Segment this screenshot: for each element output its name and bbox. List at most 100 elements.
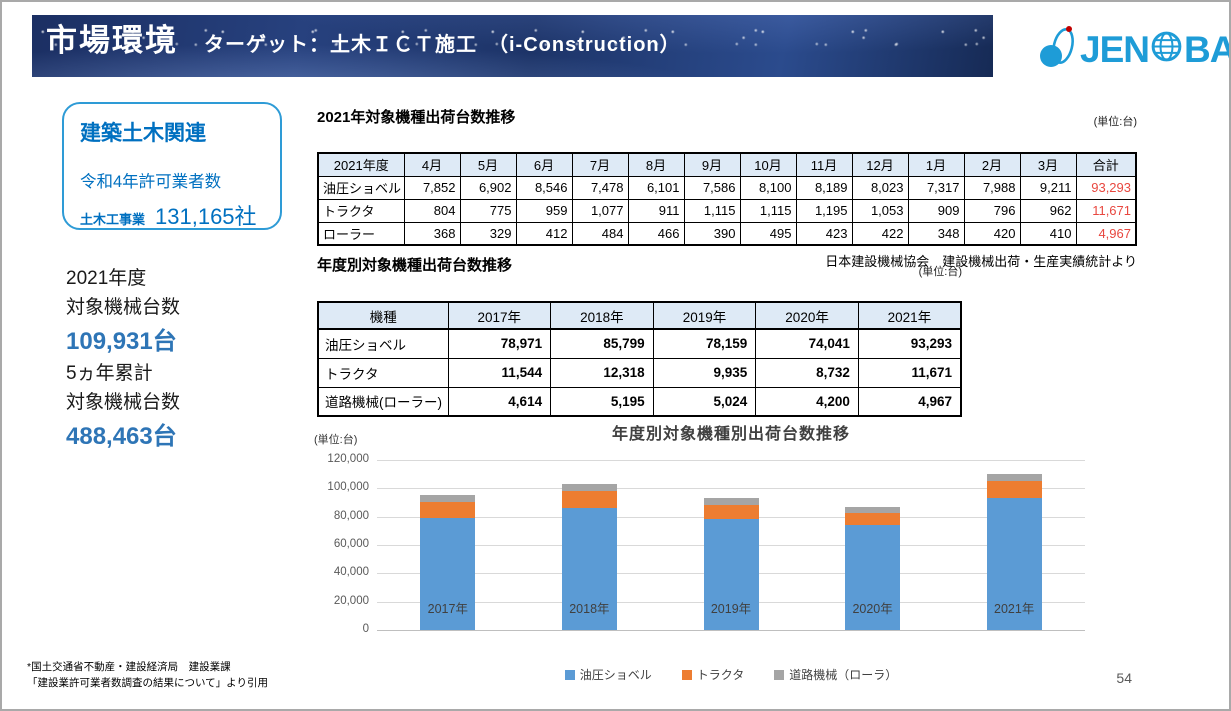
y-tick-label: 120,000 — [327, 453, 369, 465]
chart-plot: 0 20,000 40,000 60,000 80,000 100,000 120,000 — [327, 453, 1085, 635]
yearly-col-header: 機種 — [317, 301, 449, 330]
cell-value: 12,318 — [550, 357, 654, 388]
cell-value: 804 — [403, 198, 461, 223]
monthly-table-body: 油圧ショベル 7,852 6,902 8,546 7,478 6,101 7,586 8,10… — [317, 175, 1137, 246]
legend-swatch-icon — [681, 669, 692, 680]
stat-line2: 対象機械台数 — [66, 296, 181, 318]
row-label: トラクタ — [317, 198, 405, 223]
legend-item: トラクタ — [681, 666, 744, 683]
monthly-table-head: 2021年度 4月 5月 6月 7月 8月 9月 10月 11月 12月 1月 2月 3月 合計 — [317, 152, 1137, 177]
page-subtitle: ターゲット：土木ＩＣＴ施工 （i-Construction） — [204, 34, 681, 56]
table-row: トラクタ 804 775 959 1,077 911 1,115 1,115 1,195 1,05… — [317, 198, 1137, 223]
y-tick-label: 40,000 — [333, 566, 369, 579]
x-tick-label: 2019年 — [710, 602, 752, 616]
footnote-line1: *国土交通省不動産・建設経済局 建設業課 — [27, 661, 231, 673]
monthly-col-header: 2021年度 — [317, 152, 405, 177]
yearly-col-header: 2019年 — [652, 301, 757, 330]
table-row: 油圧ショベル 78,971 85,799 78,159 74,041 93,293 — [317, 328, 962, 359]
legend-label: 道路機械（ローラ） — [789, 668, 898, 682]
x-tick-label: 2017年 — [427, 602, 468, 616]
monthly-col-header: 4月 — [403, 152, 461, 177]
cell-value: 93,293 — [857, 328, 962, 359]
cell-value: 1,195 — [795, 198, 853, 223]
stat-line1: 2021年度 — [66, 268, 147, 289]
jenoba-logo: JEN BA — [1038, 24, 1231, 75]
stat-value: 109,931台 — [66, 328, 177, 355]
monthly-col-header: 5月 — [459, 152, 517, 177]
cell-value: 390 — [683, 221, 741, 246]
cell-value: 11,544 — [447, 357, 552, 388]
monthly-table: 2021年度 4月 5月 6月 7月 8月 9月 10月 11月 12月 1月 2月 3月 合計 油圧ショ… — [317, 152, 1137, 246]
table-row: 道路機械(ローラー) 4,614 5,195 5,024 4,200 4,967 — [317, 386, 962, 417]
globe-icon — [1150, 30, 1183, 72]
permit-box-line: 令和4年許可業者数 — [80, 173, 222, 191]
stat-line2: 対象機械台数 — [66, 391, 181, 413]
monthly-col-header: 合計 — [1075, 152, 1137, 177]
cell-value: 420 — [963, 221, 1021, 246]
cell-value: 74,041 — [755, 328, 859, 359]
cell-value: 11,671 — [857, 357, 962, 388]
cell-value: 6,902 — [459, 175, 517, 200]
cell-value: 410 — [1019, 221, 1077, 246]
chart-title: 年度別対象機種別出荷台数推移 — [611, 426, 850, 443]
x-tick-label: 2020年 — [852, 602, 893, 616]
y-tick-label: 0 — [362, 623, 369, 635]
cell-value: 329 — [459, 221, 517, 246]
yearly-table-title: 年度別対象機種出荷台数推移 — [317, 257, 513, 274]
cell-value: 8,189 — [795, 175, 853, 200]
cell-value: 1,077 — [571, 198, 629, 223]
yearly-table-unit: (単位:台) — [918, 266, 962, 278]
cell-value: 78,159 — [652, 328, 757, 359]
stat-line1: 5ヵ年累計 — [66, 363, 153, 384]
gridline — [377, 630, 1085, 631]
chart-unit-label: (単位:台) — [314, 434, 358, 446]
x-tick-label: 2021年 — [994, 602, 1035, 616]
page-number: 54 — [1116, 670, 1132, 686]
cell-value: 911 — [627, 198, 685, 223]
logo-text-left: JEN — [1080, 28, 1150, 70]
cell-value: 4,614 — [447, 386, 552, 417]
monthly-col-header: 9月 — [683, 152, 741, 177]
cell-value: 368 — [403, 221, 461, 246]
cell-value: 9,211 — [1019, 175, 1077, 200]
cell-value: 7,478 — [571, 175, 629, 200]
footnote: *国土交通省不動産・建設経済局 建設業課 「建設業許可業者数調査の結果について」… — [27, 659, 268, 692]
monthly-col-header: 3月 — [1019, 152, 1077, 177]
stat-value: 488,463台 — [66, 423, 177, 450]
cell-value: 9,935 — [652, 357, 757, 388]
cell-value: 7,988 — [963, 175, 1021, 200]
monthly-col-header: 11月 — [795, 152, 853, 177]
monthly-table-title: 2021年対象機種出荷台数推移 — [317, 109, 516, 126]
cell-value: 8,023 — [851, 175, 909, 200]
page-title: 市場環境 — [46, 23, 178, 58]
cell-total: 4,967 — [1075, 221, 1137, 246]
cell-value: 6,101 — [627, 175, 685, 200]
stat-5year: 5ヵ年累計 対象機械台数 488,463台 — [66, 360, 180, 455]
cell-value: 909 — [907, 198, 965, 223]
table-row: トラクタ 11,544 12,318 9,935 8,732 11,671 — [317, 357, 962, 388]
gridline — [377, 488, 1085, 490]
stat-2021: 2021年度 対象機械台数 109,931台 — [66, 265, 180, 360]
cell-value: 8,546 — [515, 175, 573, 200]
monthly-table-section: 2021年対象機種出荷台数推移 (単位:台) 2021年度 4月 5月 6月 7月 8月 9… — [317, 106, 1137, 270]
permit-box-label: 土木工事業 — [80, 212, 146, 227]
cell-value: 7,317 — [907, 175, 965, 200]
permit-box-title: 建築土木関連 — [80, 122, 206, 145]
yearly-table-head: 機種 2017年 2018年 2019年 2020年 2021年 — [317, 301, 962, 330]
bar-segment-4 — [986, 474, 1042, 482]
x-tick-label: 2018年 — [569, 602, 610, 616]
chart-section: 年度別対象機種別出荷台数推移 (単位:台) 0 20,000 40,000 60,00… — [314, 420, 1142, 692]
cell-value: 85,799 — [550, 328, 654, 359]
cell-value: 796 — [963, 198, 1021, 223]
cell-value: 466 — [627, 221, 685, 246]
cell-value: 495 — [739, 221, 797, 246]
bar-segment-4 — [986, 481, 1042, 498]
logo-text-right: BA — [1183, 28, 1231, 70]
row-label: ローラー — [317, 221, 405, 246]
y-tick-label: 80,000 — [333, 509, 369, 522]
cell-total: 93,293 — [1075, 175, 1137, 200]
bar-segment-0 — [420, 495, 476, 502]
permit-box: 建築土木関連 令和4年許可業者数 土木工事業 131,165社 — [62, 102, 282, 230]
monthly-col-header: 10月 — [739, 152, 797, 177]
monthly-col-header: 7月 — [571, 152, 629, 177]
